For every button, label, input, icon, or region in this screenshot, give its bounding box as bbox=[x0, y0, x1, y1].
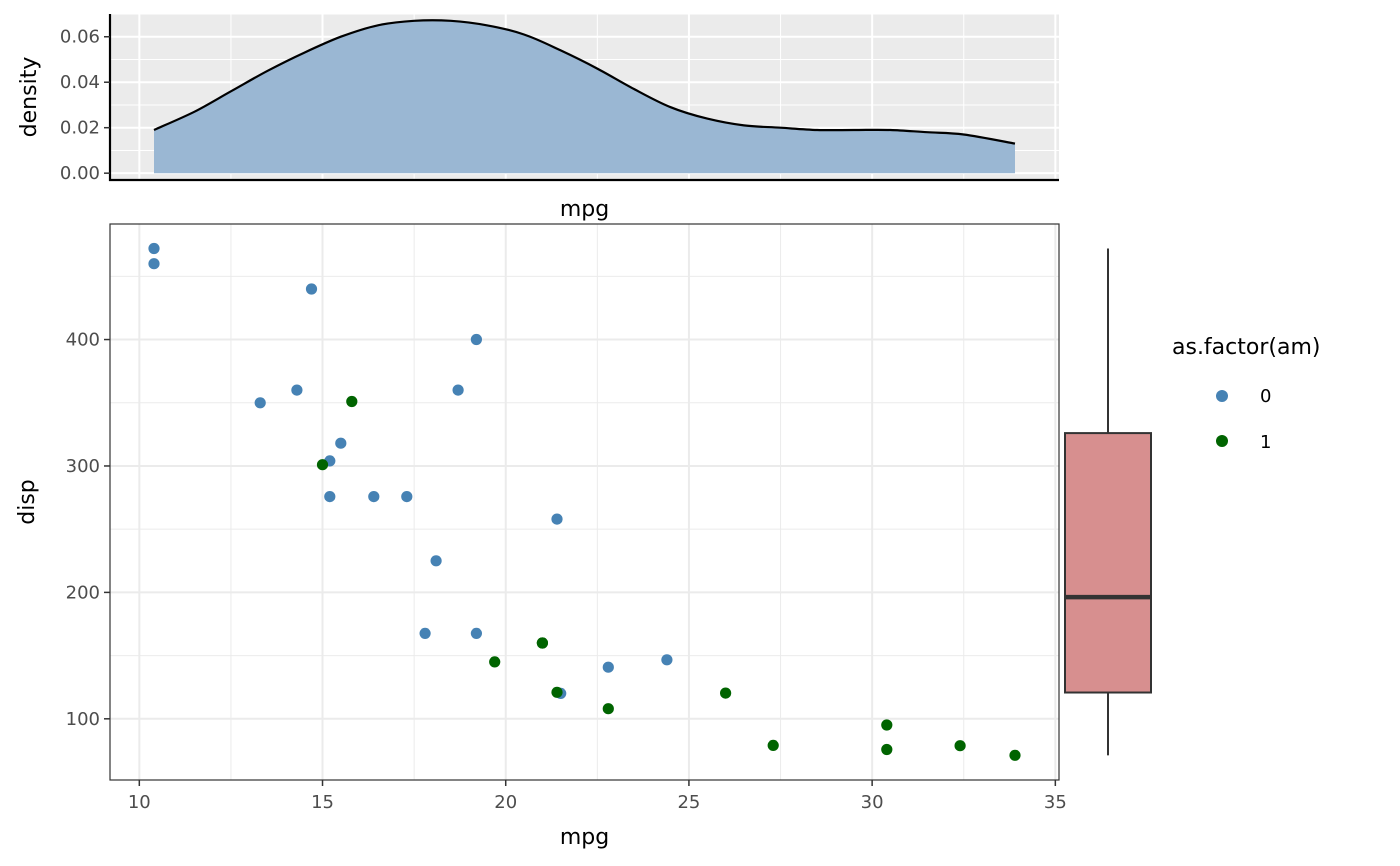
scatter-y-tick-label: 400 bbox=[66, 330, 100, 351]
scatter-point-am1 bbox=[489, 656, 501, 668]
scatter-x-tick-label: 35 bbox=[1044, 792, 1067, 813]
scatter-point-am0 bbox=[661, 654, 673, 666]
scatter-panel-border bbox=[109, 223, 1060, 781]
scatter-panel-background bbox=[110, 224, 1059, 780]
boxplot-panel bbox=[1064, 248, 1152, 756]
density-y-tick-label: 0.06 bbox=[60, 27, 100, 48]
density-y-axis-title: density bbox=[17, 57, 42, 138]
scatter-point-am0 bbox=[470, 627, 482, 640]
scatter-point-am0 bbox=[148, 242, 160, 255]
scatter-y-axis-title: disp bbox=[15, 479, 40, 525]
density-area bbox=[154, 20, 1015, 174]
scatter-point-am0 bbox=[291, 384, 303, 396]
scatter-panel: 10 15 20 25 30 35 100 200 300 400 mpg disp bbox=[15, 223, 1067, 850]
scatter-point-am0 bbox=[470, 333, 482, 346]
density-y-tick-label: 0.04 bbox=[60, 72, 100, 93]
scatter-point-am0 bbox=[368, 491, 380, 503]
scatter-point-am1 bbox=[602, 703, 614, 715]
scatter-point-am0 bbox=[419, 627, 431, 640]
scatter-point-am0 bbox=[254, 397, 266, 409]
scatter-point-am1 bbox=[1009, 749, 1021, 761]
scatter-point-am1 bbox=[954, 740, 966, 752]
legend-title: as.factor(am) bbox=[1172, 335, 1320, 360]
scatter-point-am0 bbox=[401, 491, 413, 503]
scatter-x-tick-label: 30 bbox=[861, 792, 884, 813]
scatter-point-am1 bbox=[767, 739, 779, 752]
legend: as.factor(am) 0 1 bbox=[1172, 335, 1320, 453]
density-y-tick-label: 0.02 bbox=[60, 118, 100, 139]
scatter-point-am1 bbox=[346, 395, 358, 408]
scatter-x-tick-label: 25 bbox=[677, 792, 700, 813]
scatter-point-am1 bbox=[316, 459, 329, 471]
scatter-point-am0 bbox=[335, 437, 347, 449]
scatter-x-tick-label: 15 bbox=[311, 792, 334, 813]
density-panel: 0.00 0.02 0.04 0.06 density mpg bbox=[17, 13, 1059, 222]
scatter-point-am1 bbox=[881, 743, 893, 756]
boxplot-box bbox=[1064, 432, 1152, 694]
density-y-tick-label: 0.00 bbox=[60, 163, 100, 184]
scatter-x-tick-label: 10 bbox=[128, 792, 151, 813]
legend-key-0 bbox=[1216, 390, 1228, 402]
scatter-y-tick-label: 200 bbox=[66, 582, 100, 603]
scatter-point-am0 bbox=[452, 384, 464, 396]
scatter-point-am1 bbox=[551, 686, 563, 698]
scatter-x-tick-label: 20 bbox=[494, 792, 517, 813]
scatter-point-am0 bbox=[430, 555, 442, 567]
scatter-point-am1 bbox=[881, 719, 893, 731]
scatter-point-am0 bbox=[148, 258, 160, 270]
density-line bbox=[153, 19, 1016, 145]
scatter-point-am1 bbox=[536, 637, 549, 649]
legend-label-0: 0 bbox=[1260, 386, 1271, 407]
scatter-point-am0 bbox=[602, 661, 614, 673]
scatter-x-axis-title: mpg bbox=[560, 825, 609, 850]
density-x-axis-title: mpg bbox=[560, 197, 609, 222]
scatter-point-am1 bbox=[720, 687, 732, 699]
legend-key-1 bbox=[1216, 435, 1228, 447]
scatter-y-tick-label: 300 bbox=[66, 456, 100, 477]
legend-label-1: 1 bbox=[1260, 432, 1271, 453]
scatter-point-am0 bbox=[551, 513, 563, 525]
scatter-point-am0 bbox=[305, 283, 318, 295]
scatter-point-am0 bbox=[324, 491, 336, 503]
scatter-y-tick-label: 100 bbox=[66, 709, 100, 730]
